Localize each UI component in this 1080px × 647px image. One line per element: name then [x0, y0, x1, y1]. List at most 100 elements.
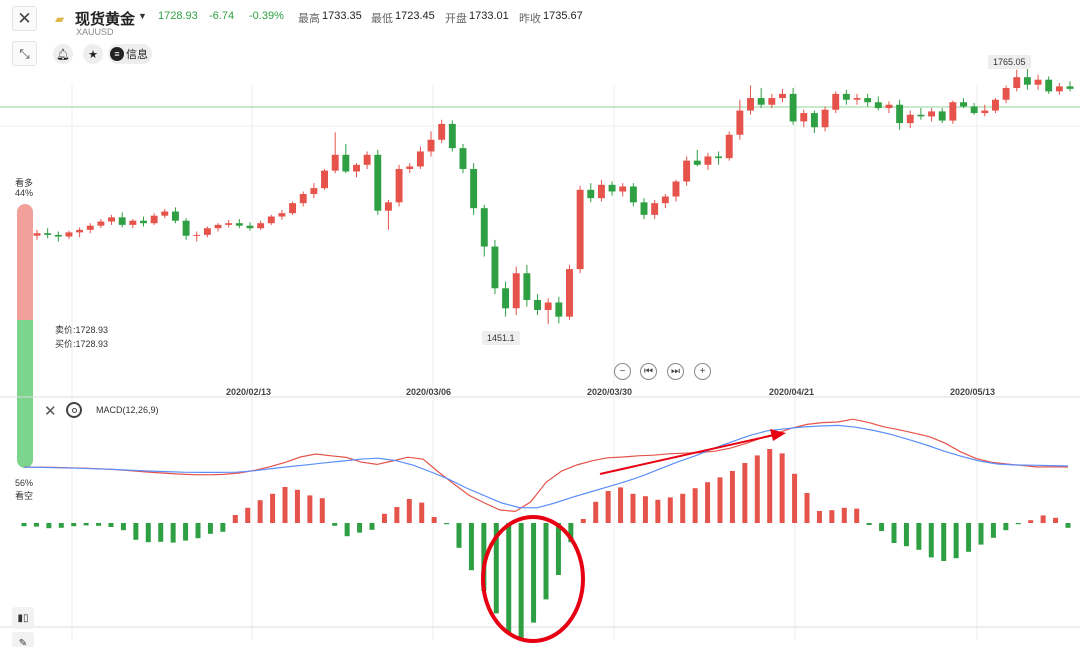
macd-histogram-bar — [680, 493, 686, 523]
candle — [97, 221, 105, 226]
collapse-button[interactable]: ⤡ — [12, 41, 37, 66]
date-label: 2020/03/06 — [406, 387, 452, 397]
macd-histogram-bar — [816, 511, 822, 523]
macd-histogram-bar — [369, 523, 375, 530]
candle — [108, 217, 116, 222]
macd-histogram-bar — [46, 523, 52, 529]
macd-histogram-bar — [866, 523, 872, 525]
macd-histogram-bar — [829, 510, 835, 523]
candle — [832, 93, 840, 110]
candle — [896, 104, 904, 124]
macd-histogram-bar — [792, 473, 798, 523]
bull-fill — [17, 204, 33, 321]
macd-dif-line — [23, 418, 1069, 513]
candle — [597, 184, 605, 199]
candle — [406, 166, 414, 169]
candle — [235, 223, 243, 226]
draw-tool-button[interactable]: ✎ — [12, 632, 34, 647]
jump-start-icon: ⏮︎ — [644, 366, 653, 377]
macd-histogram-bar — [506, 523, 512, 633]
zoom-in-button[interactable]: + — [694, 363, 711, 380]
candle — [438, 123, 446, 140]
macd-histogram-bar — [481, 523, 487, 591]
bear-fill — [17, 320, 33, 468]
low-label: 最低 — [371, 13, 393, 25]
candle-type-button[interactable]: ▮▯ — [12, 607, 34, 629]
macd-histogram-bar — [406, 499, 412, 523]
macd-histogram-bar — [220, 523, 226, 532]
candle — [576, 189, 584, 270]
macd-histogram-bar — [456, 523, 462, 548]
macd-histogram-bar — [232, 515, 238, 523]
macd-histogram-bar — [854, 508, 860, 523]
macd-histogram-bar — [145, 523, 151, 543]
info-button[interactable]: ≡ 信息 — [108, 44, 152, 64]
zoom-in-icon: + — [699, 366, 706, 377]
candle — [395, 168, 403, 203]
candle — [491, 246, 499, 289]
price-change: -6.74 — [209, 10, 235, 22]
candle — [225, 223, 233, 225]
bear-percent: 56% — [14, 478, 33, 488]
candle — [54, 234, 62, 237]
chevron-down-icon[interactable]: ▼ — [138, 11, 147, 21]
candle — [76, 229, 84, 233]
macd-histogram-bar — [568, 523, 574, 543]
candle — [885, 104, 893, 109]
buy-price: 买价:1728.93 — [55, 339, 109, 349]
macd-histogram-bar — [33, 523, 39, 527]
candle — [150, 215, 158, 224]
candle — [821, 109, 829, 128]
macd-histogram-bar — [357, 523, 363, 533]
macd-histogram-bar — [891, 523, 897, 543]
low-value: 1723.45 — [395, 10, 435, 22]
macd-close-button[interactable]: ✕ — [44, 403, 57, 420]
macd-histogram-bar — [158, 523, 164, 542]
zoom-out-button[interactable]: − — [614, 363, 631, 380]
macd-histogram-bar — [779, 453, 785, 523]
macd-histogram-bar — [978, 523, 984, 545]
macd-histogram-bar — [394, 507, 400, 523]
close-button[interactable]: ✕ — [12, 6, 37, 31]
macd-histogram-bar — [108, 523, 114, 527]
alert-button[interactable]: 🔔︎ — [53, 44, 73, 64]
candle — [874, 102, 882, 109]
jump-start-button[interactable]: ⏮︎ — [640, 363, 657, 380]
annotation-arrow-line — [599, 434, 775, 475]
symbol-code: XAUUSD — [76, 27, 114, 37]
date-label: 2020/05/13 — [950, 387, 996, 397]
candle — [715, 156, 723, 159]
annotation-arrow-head — [770, 429, 786, 441]
candle — [619, 186, 627, 192]
candle — [736, 110, 744, 135]
candle — [140, 220, 147, 224]
zoom-out-icon: − — [619, 366, 626, 377]
candle — [587, 189, 595, 199]
candle — [960, 102, 967, 107]
candle — [171, 211, 179, 221]
candle — [725, 134, 733, 159]
jump-end-button[interactable]: ⏭︎ — [667, 363, 684, 380]
macd-histogram-bar — [729, 471, 735, 523]
jump-end-icon: ⏭︎ — [671, 366, 680, 377]
candle — [991, 99, 999, 111]
candle — [534, 299, 541, 310]
favorite-button[interactable]: ★ — [83, 44, 103, 64]
candle — [1055, 86, 1063, 92]
macd-histogram-bar — [96, 523, 102, 526]
macd-settings-icon[interactable] — [66, 402, 82, 418]
macd-histogram-bar — [282, 487, 288, 523]
candle — [608, 184, 616, 192]
date-label: 2020/03/30 — [587, 387, 633, 397]
symbol-title[interactable]: 现货黄金 — [75, 11, 136, 28]
gold-bars-icon: ▰ — [55, 12, 65, 26]
macd-histogram-bar — [1053, 517, 1059, 523]
candle — [779, 93, 786, 99]
candle — [459, 148, 467, 169]
star-icon: ★ — [88, 48, 98, 61]
candle — [810, 113, 818, 128]
high-value: 1733.35 — [322, 10, 362, 22]
candle — [161, 211, 169, 216]
candle — [257, 223, 265, 229]
